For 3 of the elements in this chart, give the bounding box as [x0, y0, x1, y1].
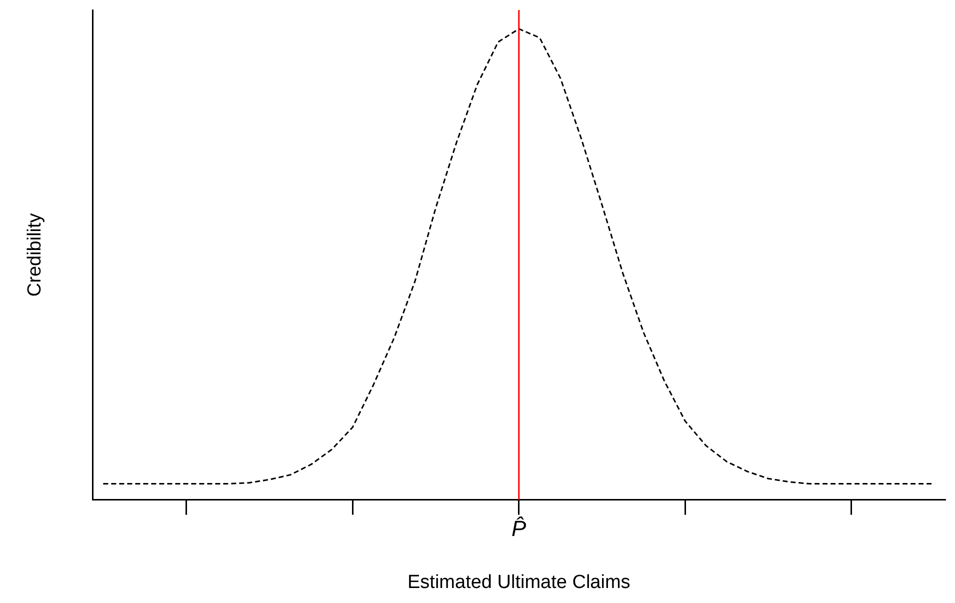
text: P̂: [512, 516, 526, 541]
x-axis-title: Estimated Ultimate Claims: [408, 572, 630, 593]
y-axis-title: Credibility: [24, 212, 46, 297]
